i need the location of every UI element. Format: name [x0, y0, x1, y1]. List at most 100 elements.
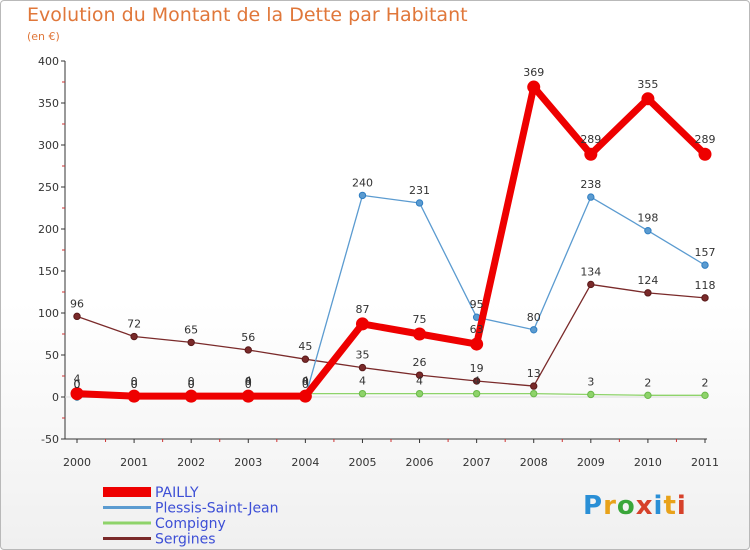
- data-label: 4: [302, 375, 309, 388]
- y-tick-label: -50: [41, 433, 59, 446]
- data-label: 238: [580, 178, 601, 191]
- data-point: [241, 389, 255, 403]
- data-point: [584, 147, 598, 161]
- data-label: 65: [184, 323, 198, 336]
- data-point: [130, 332, 138, 341]
- data-point: [644, 289, 652, 297]
- legend-label: PAILLY: [155, 485, 199, 501]
- data-point: [527, 80, 541, 94]
- data-point: [701, 261, 709, 269]
- data-label: 3: [587, 375, 594, 388]
- data-label: 80: [527, 311, 541, 324]
- x-tick-label: 2001: [120, 456, 148, 469]
- data-label: 13: [527, 367, 541, 380]
- logo-letter: o: [616, 491, 636, 521]
- data-label: 0: [74, 378, 81, 391]
- x-tick-label: 2011: [691, 456, 719, 469]
- legend-label: Sergines: [155, 532, 216, 548]
- data-point: [358, 191, 367, 200]
- x-tick-label: 2002: [177, 456, 205, 469]
- data-point: [415, 371, 424, 379]
- data-label: 0: [188, 375, 195, 388]
- data-point: [358, 363, 367, 372]
- chart-series: [70, 80, 712, 403]
- y-tick-label: 350: [38, 97, 59, 110]
- data-label: 45: [298, 340, 312, 353]
- data-point: [127, 389, 141, 403]
- proxiti-logo: Proxiti: [583, 491, 687, 521]
- y-tick-label: 250: [38, 181, 59, 194]
- data-point: [184, 389, 198, 403]
- data-label: 75: [413, 313, 427, 326]
- data-label: 26: [413, 356, 427, 369]
- legend-label: Compigny: [155, 516, 226, 532]
- chart-subtitle: (en €): [27, 30, 60, 43]
- data-point: [301, 355, 310, 363]
- data-point: [187, 338, 195, 347]
- data-label: 231: [409, 184, 430, 197]
- data-label: 0: [245, 375, 252, 388]
- logo-letter: x: [635, 491, 654, 521]
- data-point: [587, 193, 595, 201]
- data-label: 4: [473, 375, 480, 388]
- data-point: [413, 327, 427, 341]
- series-line-pailly: [73, 83, 709, 400]
- x-tick-label: 2006: [406, 456, 434, 469]
- data-label: 118: [695, 279, 716, 292]
- series-line-sergines: [76, 283, 706, 387]
- data-label: 72: [127, 318, 141, 331]
- data-label: 95: [470, 298, 484, 311]
- data-label: 96: [70, 297, 84, 310]
- y-tick-label: 200: [38, 223, 59, 236]
- data-label: 0: [302, 378, 309, 391]
- data-label: 355: [637, 78, 658, 91]
- legend-label: Plessis-Saint-Jean: [155, 501, 279, 517]
- data-label: 4: [74, 373, 81, 386]
- y-tick-label: 50: [45, 349, 59, 362]
- data-point: [73, 312, 81, 321]
- x-tick-label: 2004: [291, 456, 319, 469]
- chart-title: Evolution du Montant de la Dette par Hab…: [27, 4, 468, 26]
- data-label: 369: [523, 66, 544, 79]
- data-point: [472, 377, 481, 385]
- data-point: [698, 147, 712, 161]
- data-point: [244, 346, 252, 354]
- data-point: [530, 326, 538, 334]
- x-tick-label: 2003: [234, 456, 262, 469]
- data-point: [358, 389, 367, 398]
- data-point: [355, 317, 369, 331]
- data-point: [470, 337, 484, 351]
- y-tick-label: 100: [38, 307, 59, 320]
- y-tick-label: 400: [38, 55, 59, 68]
- x-tick-label: 2000: [63, 456, 91, 469]
- data-label: 240: [352, 176, 373, 189]
- x-tick-label: 2010: [634, 456, 662, 469]
- x-tick-label: 2008: [520, 456, 548, 469]
- logo-letter: t: [663, 491, 677, 521]
- data-label: 2: [702, 376, 709, 389]
- logo-letter: P: [583, 491, 604, 521]
- data-label: 63: [470, 323, 484, 336]
- data-label: 0: [245, 378, 252, 391]
- x-tick-label: 2005: [348, 456, 376, 469]
- data-label: 157: [695, 246, 716, 259]
- data-label: 4: [245, 375, 252, 388]
- data-point: [701, 294, 709, 302]
- data-label: 0: [188, 378, 195, 391]
- data-point: [587, 390, 595, 399]
- logo-letter: r: [603, 491, 617, 521]
- data-label: 198: [637, 212, 658, 225]
- data-label: 19: [470, 362, 484, 375]
- data-point: [415, 389, 424, 398]
- data-label: 4: [359, 375, 366, 388]
- data-label: 0: [302, 375, 309, 388]
- x-tick-label: 2009: [577, 456, 605, 469]
- data-label: 124: [637, 274, 658, 287]
- data-point: [70, 387, 84, 401]
- legend-swatch: [103, 487, 151, 497]
- data-label: 4: [416, 375, 423, 388]
